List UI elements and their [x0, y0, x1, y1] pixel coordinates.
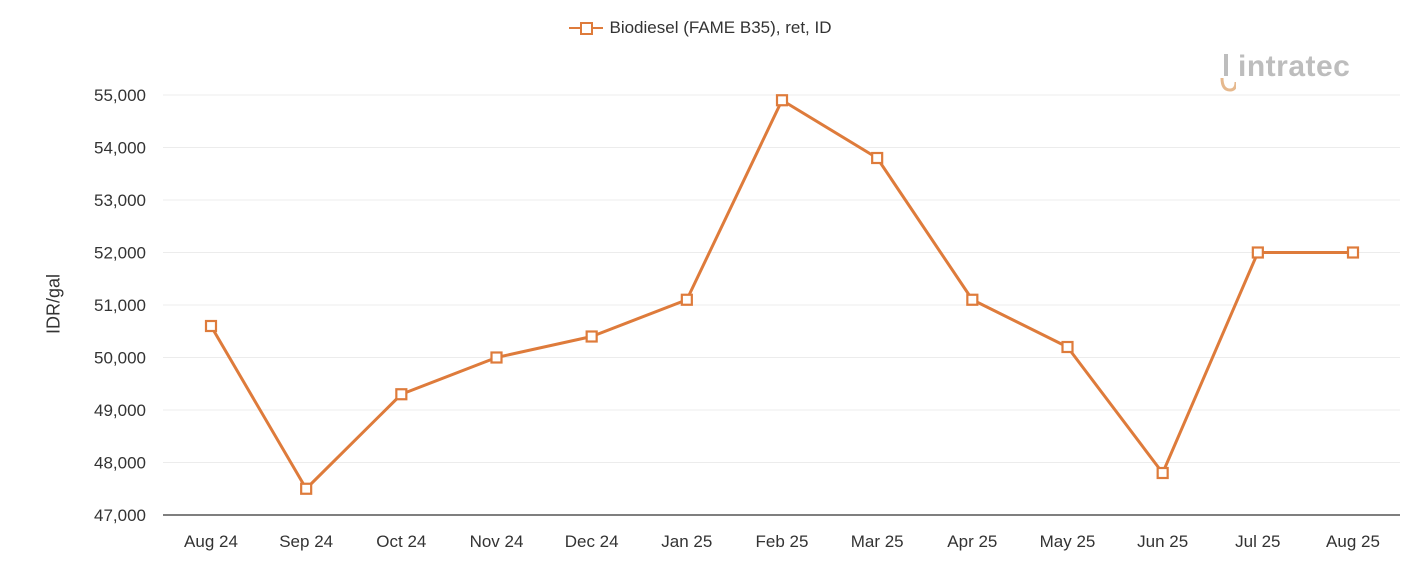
legend-item[interactable]: Biodiesel (FAME B35), ret, ID — [569, 18, 832, 38]
data-point-marker[interactable] — [966, 293, 979, 306]
data-point-marker[interactable] — [1061, 340, 1074, 354]
grid-lines — [163, 94, 1400, 463]
watermark-text: intratec — [1238, 50, 1351, 83]
x-tick-label: Sep 24 — [279, 532, 333, 551]
data-point-marker[interactable] — [1251, 246, 1264, 259]
y-tick-label: 48,000 — [94, 454, 146, 473]
y-tick-label: 47,000 — [94, 506, 146, 525]
y-tick-label: 52,000 — [94, 244, 146, 263]
x-tick-label: Aug 24 — [184, 532, 238, 551]
data-point-marker[interactable] — [775, 94, 789, 107]
x-tick-label: Jan 25 — [661, 532, 712, 551]
y-tick-label: 51,000 — [94, 296, 146, 315]
data-point-marker[interactable] — [300, 482, 313, 495]
data-point-marker[interactable] — [871, 151, 884, 165]
x-axis-ticks: Aug 24 Sep 24 Oct 24 Nov 24 Dec 24 Jan 25 Feb … — [184, 532, 1380, 551]
legend-label: Biodiesel (FAME B35), ret, ID — [609, 18, 832, 37]
x-tick-label: Feb 25 — [756, 532, 809, 551]
y-tick-label: 55,000 — [94, 86, 146, 105]
y-axis-ticks: 47,000 48,000 49,000 50,000 51,000 52,000 53,0… — [94, 86, 146, 525]
data-point-marker[interactable] — [1346, 246, 1360, 259]
y-tick-label: 49,000 — [94, 401, 146, 420]
data-point-marker[interactable] — [395, 388, 408, 401]
data-points — [204, 94, 1360, 495]
x-tick-label: Apr 25 — [947, 532, 997, 551]
y-tick-label: 54,000 — [94, 139, 146, 158]
logo-mark-icon — [1220, 54, 1236, 92]
x-tick-label: May 25 — [1040, 532, 1096, 551]
series-line — [209, 98, 1353, 491]
x-tick-label: Jun 25 — [1137, 532, 1188, 551]
y-tick-label: 50,000 — [94, 349, 146, 368]
x-tick-label: Oct 24 — [376, 532, 426, 551]
data-point-marker[interactable] — [490, 351, 503, 364]
data-point-marker[interactable] — [680, 293, 693, 306]
legend-square-marker-icon — [569, 21, 604, 35]
x-tick-label: Mar 25 — [851, 532, 904, 551]
x-tick-label: Nov 24 — [470, 532, 524, 551]
x-tick-label: Jul 25 — [1235, 532, 1280, 551]
y-tick-label: 53,000 — [94, 191, 146, 210]
legend: Biodiesel (FAME B35), ret, ID — [0, 18, 1401, 40]
x-tick-label: Aug 25 — [1326, 532, 1380, 551]
data-point-marker[interactable] — [1156, 466, 1169, 480]
data-point-marker[interactable] — [204, 319, 218, 333]
data-point-marker[interactable] — [585, 330, 598, 343]
x-tick-label: Dec 24 — [565, 532, 619, 551]
